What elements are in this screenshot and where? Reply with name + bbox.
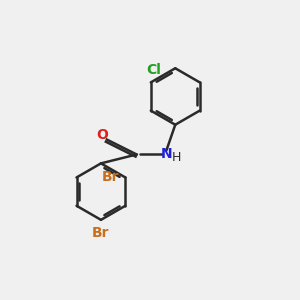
Text: Br: Br — [101, 170, 119, 184]
Text: O: O — [97, 128, 108, 142]
Text: H: H — [172, 151, 181, 164]
Text: Br: Br — [92, 226, 110, 240]
Text: Cl: Cl — [146, 63, 160, 77]
Text: N: N — [161, 147, 173, 161]
